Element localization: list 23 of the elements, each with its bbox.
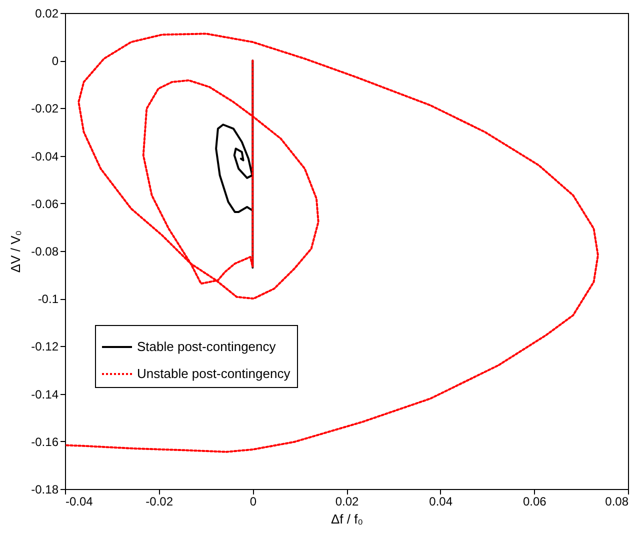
y-tick-label: -0.08 — [31, 244, 59, 258]
y-tick-label: 0.02 — [35, 6, 59, 20]
y-tick-label: -0.04 — [31, 149, 59, 164]
legend-label: Stable post-contingency — [137, 339, 276, 354]
x-tick-label: -0.02 — [146, 494, 174, 508]
y-tick-label: -0.12 — [31, 340, 59, 354]
y-axis-title: ΔV / V₀ — [8, 230, 24, 273]
x-tick-label: 0.02 — [335, 494, 359, 508]
x-axis-title: Δf / f₀ — [330, 512, 364, 526]
y-tick-label: -0.1 — [38, 292, 59, 306]
y-tick-label: 0 — [52, 54, 59, 68]
line-series — [65, 32, 599, 453]
x-tick-label: 0.04 — [429, 494, 453, 508]
y-tick-label: -0.14 — [31, 387, 59, 402]
legend-label: Unstable post-contingency — [137, 366, 291, 381]
y-tick-label: -0.16 — [31, 434, 59, 449]
x-tick-label: 0.06 — [522, 494, 547, 508]
x-tick-label: -0.04 — [66, 494, 94, 508]
y-tick-label: -0.02 — [31, 102, 59, 116]
x-tick-label: 0.08 — [605, 494, 629, 508]
y-tick-label: -0.06 — [31, 196, 59, 211]
x-tick-label: 0 — [250, 494, 257, 508]
y-tick-label: -0.18 — [31, 482, 59, 496]
